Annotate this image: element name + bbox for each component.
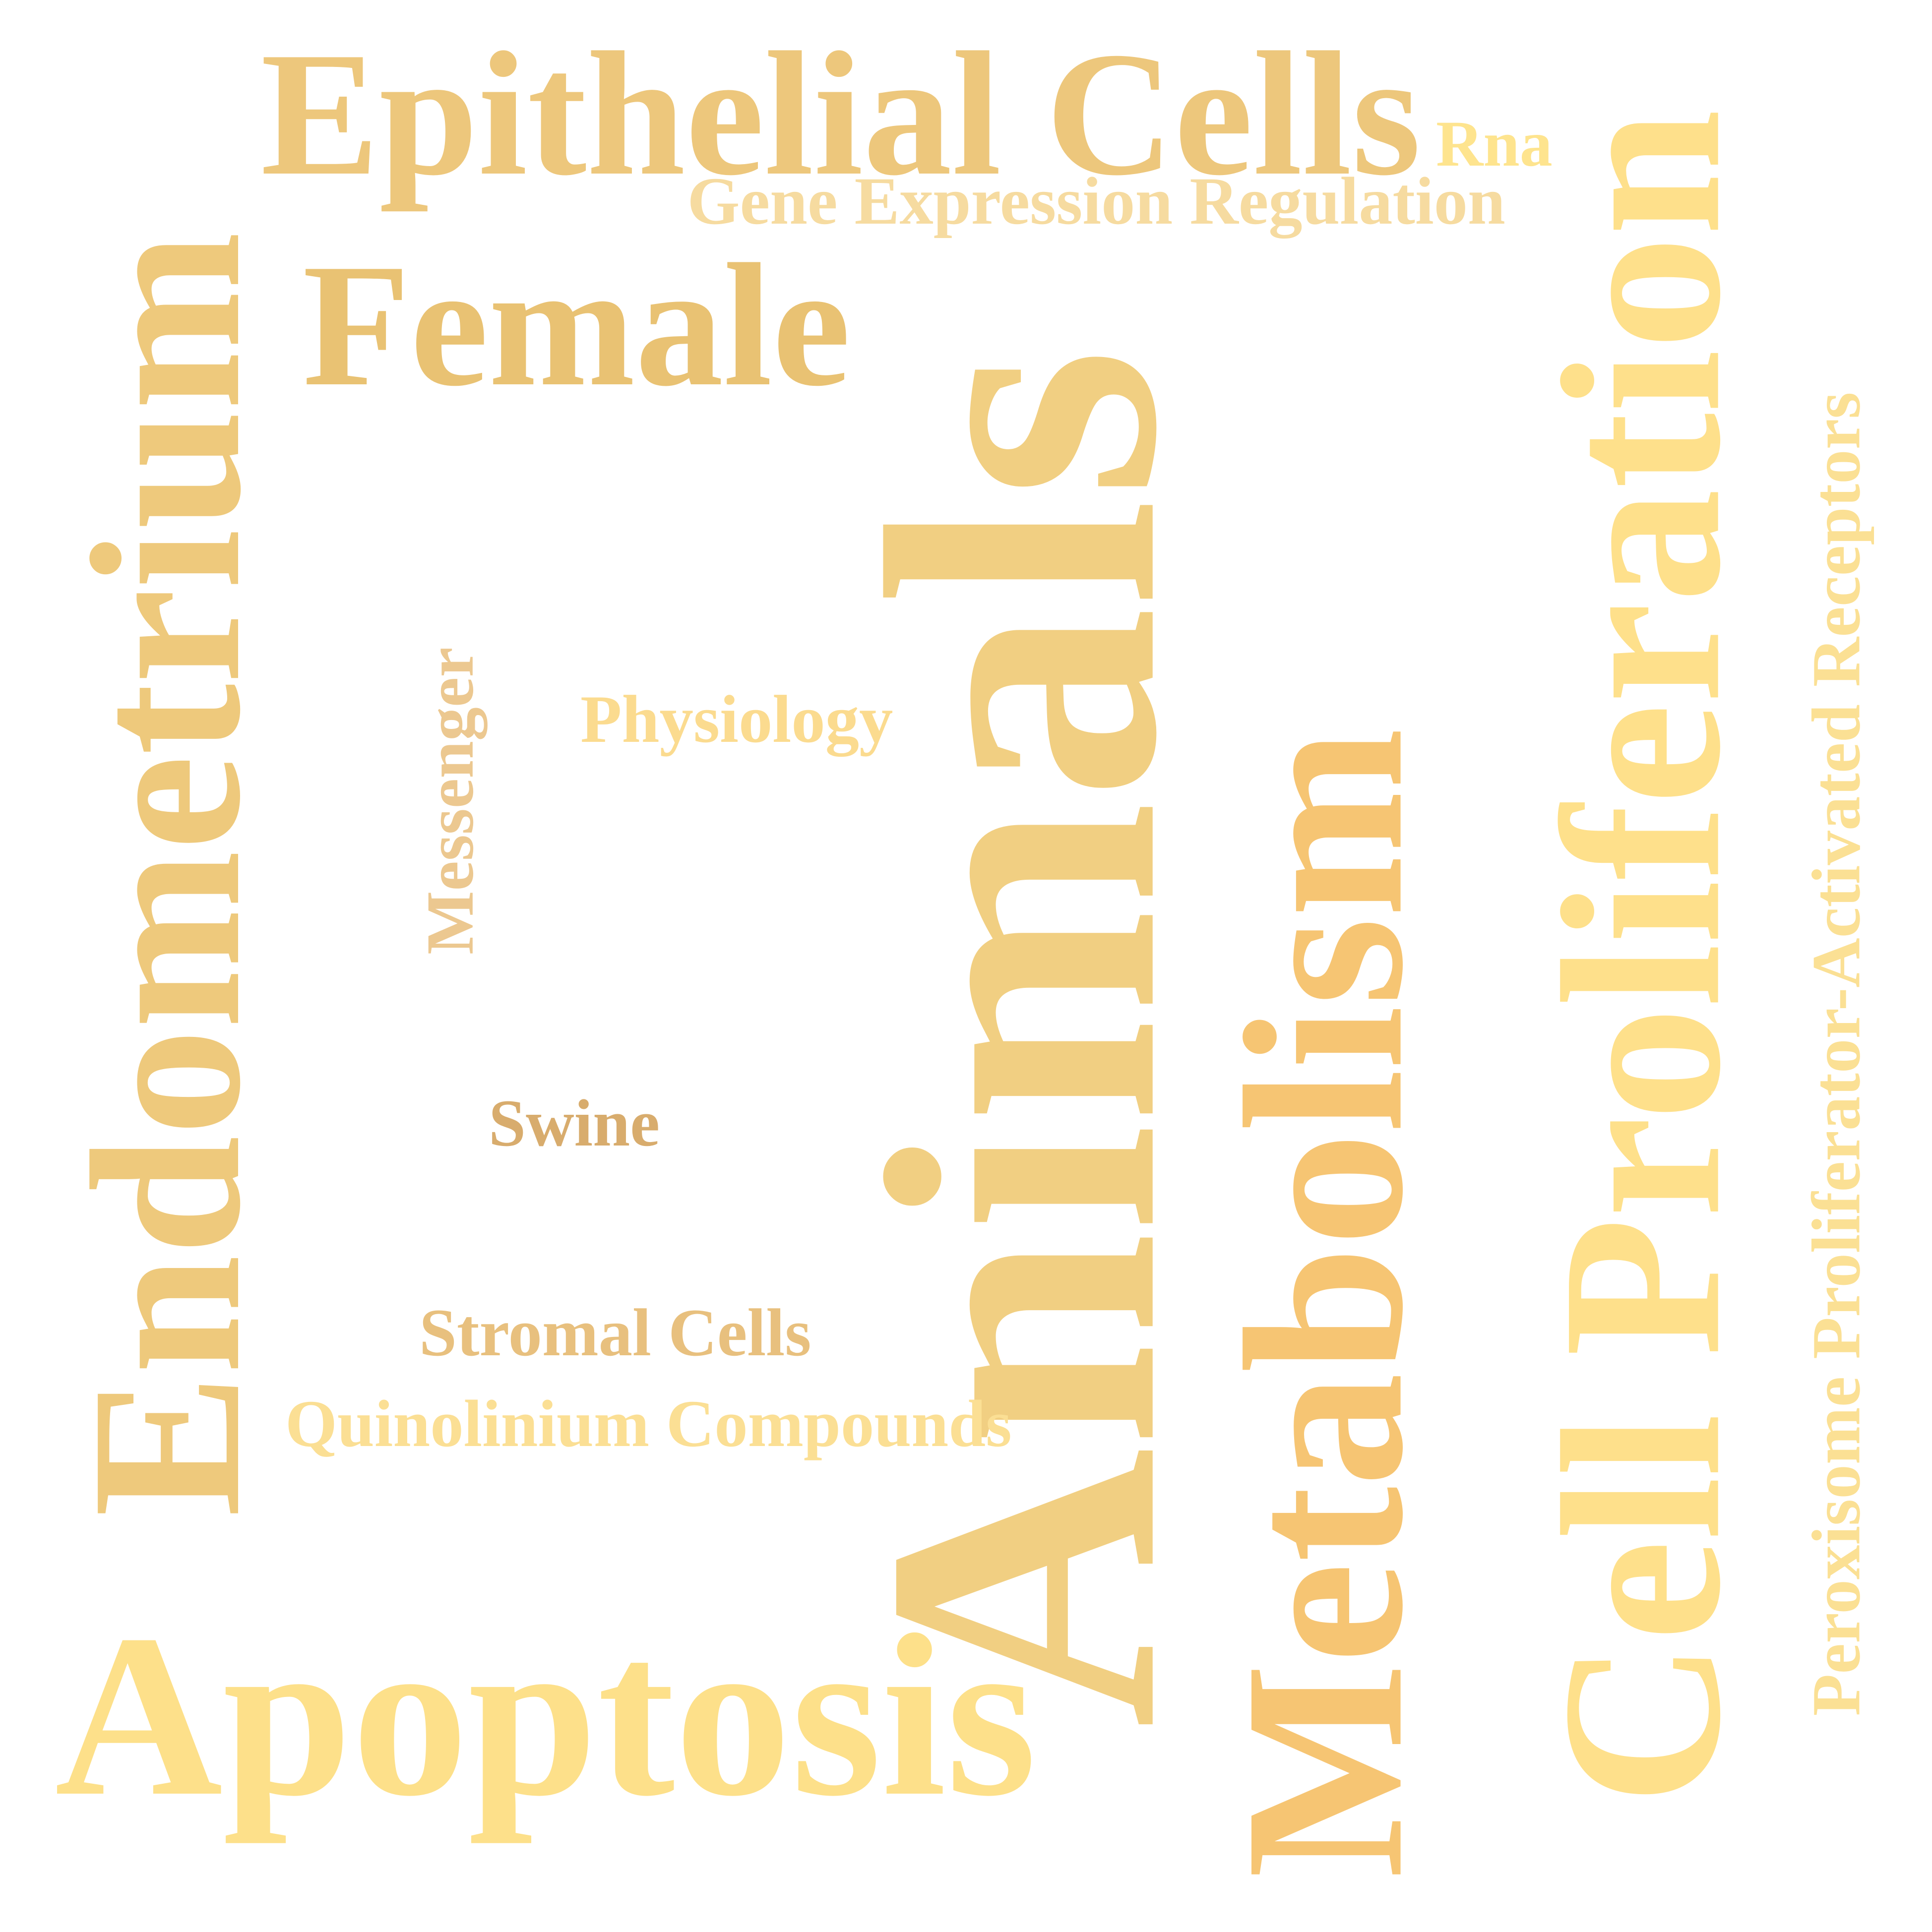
word-apoptosis: Apoptosis [55,1586,1037,1844]
word-epithelial-cells: Epithelial Cells [260,15,1421,212]
word-messenger: Messenger [413,647,488,955]
word-swine: Swine [489,1086,660,1160]
word-metabolism: Metabolism [1198,727,1450,1878]
word-endometrium: Endometrium [48,231,285,1517]
word-cell-proliferation: Cell Proliferation [1515,109,1768,1806]
word-rna: Rna [1436,107,1553,180]
word-gene-expression-regulation: Gene Expression Regulation [687,163,1505,239]
word-peroxisome-proliferator-activated-receptors: Peroxisome Proliferator-Activated Recept… [1798,392,1874,1716]
word-physiology: Physiology [580,681,893,757]
word-female: Female [303,227,851,423]
word-animals: Animals [807,347,1237,1728]
word-stromal-cells: Stromal Cells [419,1295,811,1370]
word-quinolinium-compounds: Quinolinium Compounds [285,1387,1012,1461]
